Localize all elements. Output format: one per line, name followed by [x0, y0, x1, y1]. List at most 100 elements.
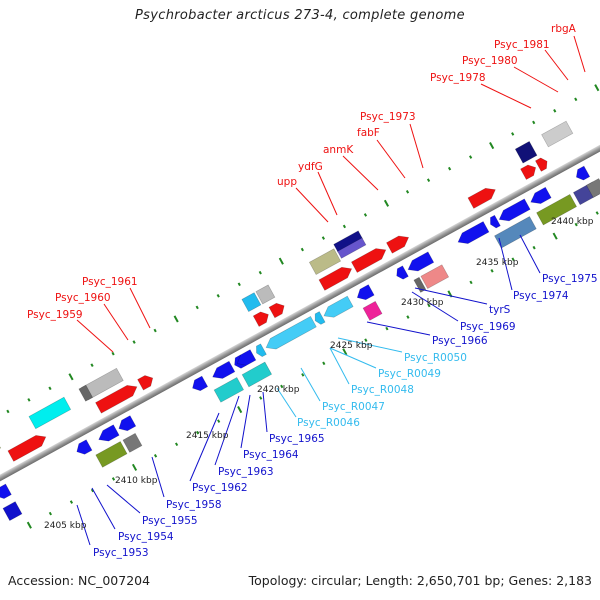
genome-backbone [0, 109, 600, 500]
gene-feature [407, 251, 435, 272]
gene-label[interactable]: Psyc_1960 [55, 292, 111, 304]
gene-label[interactable]: Psyc_1965 [269, 433, 325, 445]
gene-label[interactable]: Psyc_R0046 [297, 417, 360, 429]
gene-label[interactable]: Psyc_1959 [27, 309, 83, 321]
gene-feature [192, 375, 209, 392]
tick-mark [131, 463, 138, 471]
gene-feature [2, 501, 23, 521]
gene-feature [95, 441, 128, 468]
kbp-label: 2425 kbp [330, 341, 373, 351]
gene-feature [137, 375, 154, 391]
gene-label[interactable]: Psyc_R0047 [322, 401, 385, 413]
genome-summary-text: Topology: circular; Length: 2,650,701 bp… [248, 573, 592, 588]
label-leader-line [276, 387, 297, 418]
tick-mark [153, 454, 158, 458]
gene-feature [586, 178, 600, 198]
gene-feature [396, 265, 409, 280]
gene-label[interactable]: fabF [357, 127, 380, 139]
gene-label[interactable]: Psyc_R0049 [378, 368, 441, 380]
tick-mark [68, 373, 74, 381]
tick-mark [301, 373, 305, 377]
gene-feature [98, 424, 120, 442]
gene-label[interactable]: Psyc_1981 [494, 39, 550, 51]
gene-feature [241, 292, 262, 313]
label-leader-line [337, 337, 403, 353]
gene-feature [241, 361, 273, 388]
tick-mark [237, 406, 243, 414]
tick-mark [532, 120, 536, 125]
gene-feature [122, 432, 143, 453]
tick-mark [553, 109, 557, 113]
tick-mark [278, 257, 284, 265]
gene-feature [494, 216, 537, 249]
gene-label[interactable]: Psyc_1953 [93, 547, 149, 559]
gene-feature [0, 483, 12, 499]
label-leader-line [106, 484, 141, 514]
gene-label[interactable]: Psyc_R0048 [351, 384, 414, 396]
tick-mark [217, 419, 221, 423]
gene-feature [576, 165, 591, 181]
gene-label[interactable]: Psyc_1974 [513, 290, 569, 302]
gene-feature [362, 300, 383, 321]
tick-mark [27, 398, 31, 402]
gene-feature [323, 295, 354, 318]
label-leader-line [342, 155, 379, 191]
gene-label[interactable]: Psyc_R0050 [404, 352, 467, 364]
gene-feature [0, 456, 1, 471]
label-leader-line [573, 35, 586, 73]
label-leader-line [189, 412, 220, 482]
gene-feature [268, 302, 285, 319]
gene-label[interactable]: Psyc_1969 [460, 321, 516, 333]
gene-feature [541, 120, 574, 148]
tick-mark [259, 396, 263, 400]
tick-mark [447, 166, 452, 171]
gene-label[interactable]: Psyc_1961 [82, 276, 138, 288]
gene-feature [255, 284, 276, 305]
tick-mark [489, 141, 495, 150]
gene-feature [252, 311, 269, 327]
gene-feature [457, 221, 490, 244]
label-leader-line [366, 321, 431, 336]
tick-mark [26, 521, 32, 529]
tick-mark [469, 155, 473, 159]
gene-label[interactable]: ydfG [298, 161, 323, 173]
label-leader-line [498, 237, 513, 291]
label-leader-line [414, 287, 488, 305]
gene-feature [350, 248, 387, 273]
gene-feature [467, 187, 496, 209]
gene-label[interactable]: Psyc_1963 [218, 466, 274, 478]
tick-mark [280, 384, 284, 389]
tick-mark [595, 211, 599, 215]
gene-label[interactable]: rbgA [551, 23, 577, 35]
gene-label[interactable]: anmK [323, 144, 354, 156]
gene-feature [420, 264, 450, 289]
gene-label[interactable]: Psyc_1955 [142, 515, 198, 527]
label-leader-line [151, 456, 165, 498]
label-leader-line [76, 504, 91, 546]
gene-feature [95, 385, 138, 414]
map-title: Psychrobacter arcticus 273-4, complete g… [135, 8, 465, 23]
gene-label[interactable]: Psyc_1964 [243, 449, 299, 461]
gene-feature [76, 439, 93, 455]
kbp-label: 2415 kbp [186, 431, 229, 441]
gene-label[interactable]: Psyc_1958 [166, 499, 222, 511]
gene-feature [7, 435, 47, 462]
tick-mark [153, 328, 157, 333]
gene-feature [337, 237, 367, 259]
gene-label[interactable]: Psyc_1978 [430, 72, 486, 84]
gene-feature [520, 164, 537, 180]
label-leader-line [411, 291, 459, 322]
gene-label[interactable]: Psyc_1966 [432, 335, 488, 347]
gene-label[interactable]: tyrS [489, 304, 511, 316]
gene-feature [236, 349, 257, 366]
gene-label[interactable]: Psyc_1962 [192, 482, 248, 494]
gene-feature [536, 193, 578, 226]
gene-label[interactable]: Psyc_1980 [462, 55, 518, 67]
label-leader-line [300, 367, 321, 402]
gene-label[interactable]: Psyc_1973 [360, 111, 416, 123]
gene-label[interactable]: Psyc_1954 [118, 531, 174, 543]
tick-mark [322, 361, 326, 366]
gene-label[interactable]: upp [277, 176, 297, 188]
gene-label[interactable]: Psyc_1975 [542, 273, 598, 285]
